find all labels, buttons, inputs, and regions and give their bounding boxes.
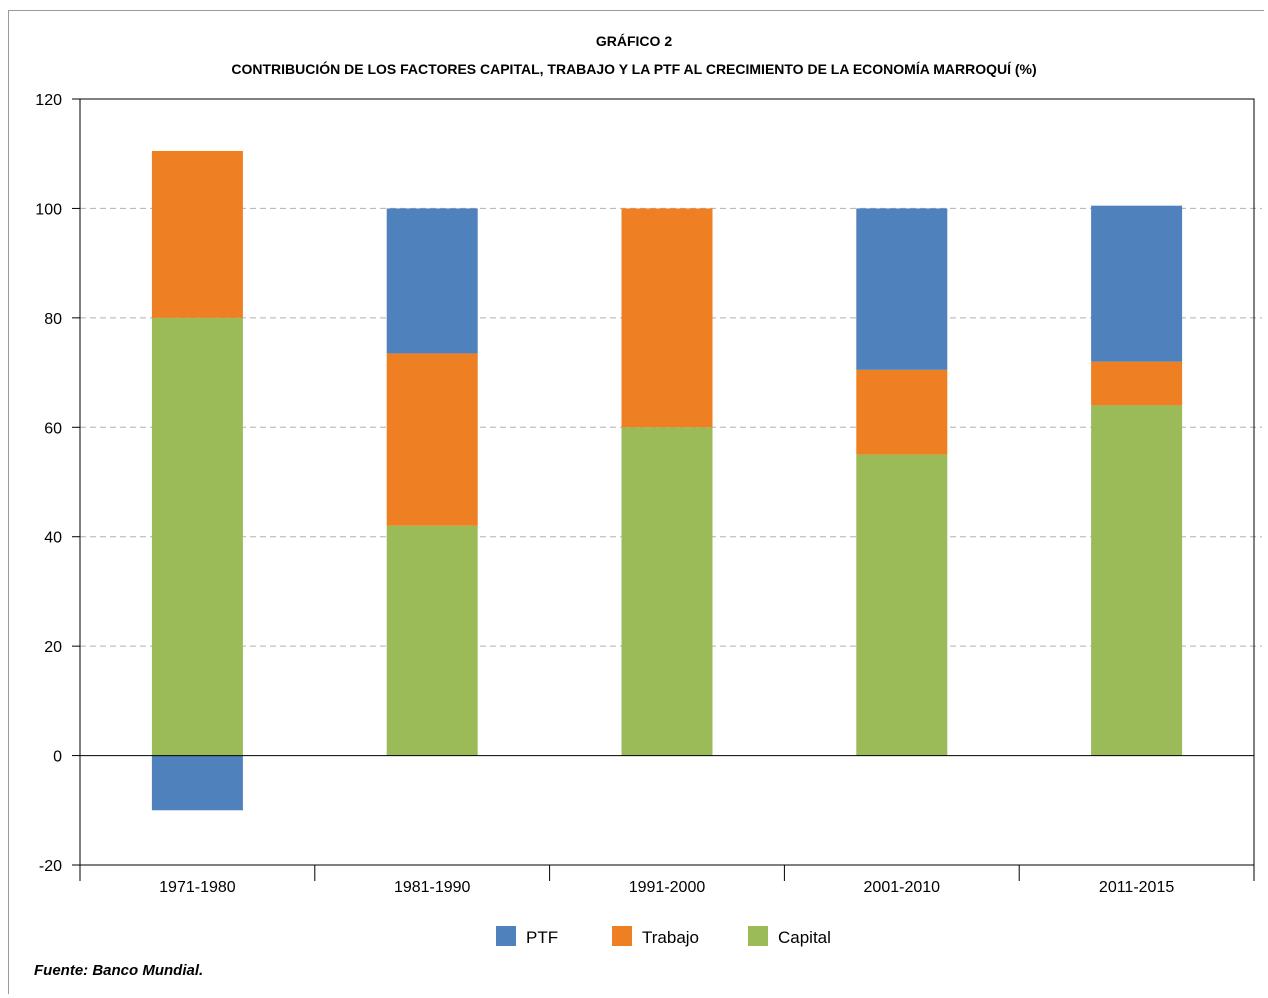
y-tick-label: -20 xyxy=(39,858,62,875)
bar-trabajo-1991-2000 xyxy=(621,208,713,428)
legend-swatch-ptf xyxy=(496,926,516,946)
y-tick-label: 80 xyxy=(44,311,62,328)
y-tick-label: 60 xyxy=(44,420,62,437)
bar-ptf-2011-2015 xyxy=(1091,205,1183,362)
chart-subtitle: CONTRIBUCIÓN DE LOS FACTORES CAPITAL, TR… xyxy=(231,61,1037,77)
y-tick-label: 0 xyxy=(53,749,62,766)
bar-capital-1971-1980 xyxy=(151,317,243,756)
legend-label-capital: Capital xyxy=(778,928,831,947)
bar-capital-1991-2000 xyxy=(621,427,713,756)
bar-trabajo-2001-2010 xyxy=(856,369,948,455)
x-tick-label: 1971-1980 xyxy=(159,879,236,896)
legend-label-trabajo: Trabajo xyxy=(642,928,699,947)
source-note: Fuente: Banco Mundial. xyxy=(34,962,204,979)
y-tick-label: 100 xyxy=(35,201,62,218)
bar-capital-2011-2015 xyxy=(1091,405,1183,756)
y-tick-label: 40 xyxy=(44,530,62,547)
x-tick-label: 1991-2000 xyxy=(629,879,706,896)
x-tick-label: 2011-2015 xyxy=(1099,879,1174,896)
bar-capital-1981-1990 xyxy=(386,525,478,756)
bar-ptf-1981-1990 xyxy=(386,208,478,354)
plot-area-border xyxy=(79,98,1255,866)
legend-swatch-capital xyxy=(748,926,768,946)
bar-trabajo-1981-1990 xyxy=(386,353,478,526)
y-tick-label: 20 xyxy=(44,639,62,656)
legend-label-ptf: PTF xyxy=(526,928,558,947)
bar-capital-2001-2010 xyxy=(856,454,948,756)
chart-title: GRÁFICO 2 xyxy=(595,33,673,49)
bar-trabajo-1971-1980 xyxy=(151,150,243,318)
bar-ptf-2001-2010 xyxy=(856,208,948,370)
bar-ptf-1971-1980 xyxy=(151,755,243,811)
chart-frame xyxy=(8,10,1264,994)
bar-trabajo-2011-2015 xyxy=(1091,361,1183,406)
x-tick-label: 2001-2010 xyxy=(864,879,941,896)
x-tick-label: 1981-1990 xyxy=(394,879,471,896)
y-tick-label: 120 xyxy=(35,92,62,109)
legend-swatch-trabajo xyxy=(612,926,632,946)
